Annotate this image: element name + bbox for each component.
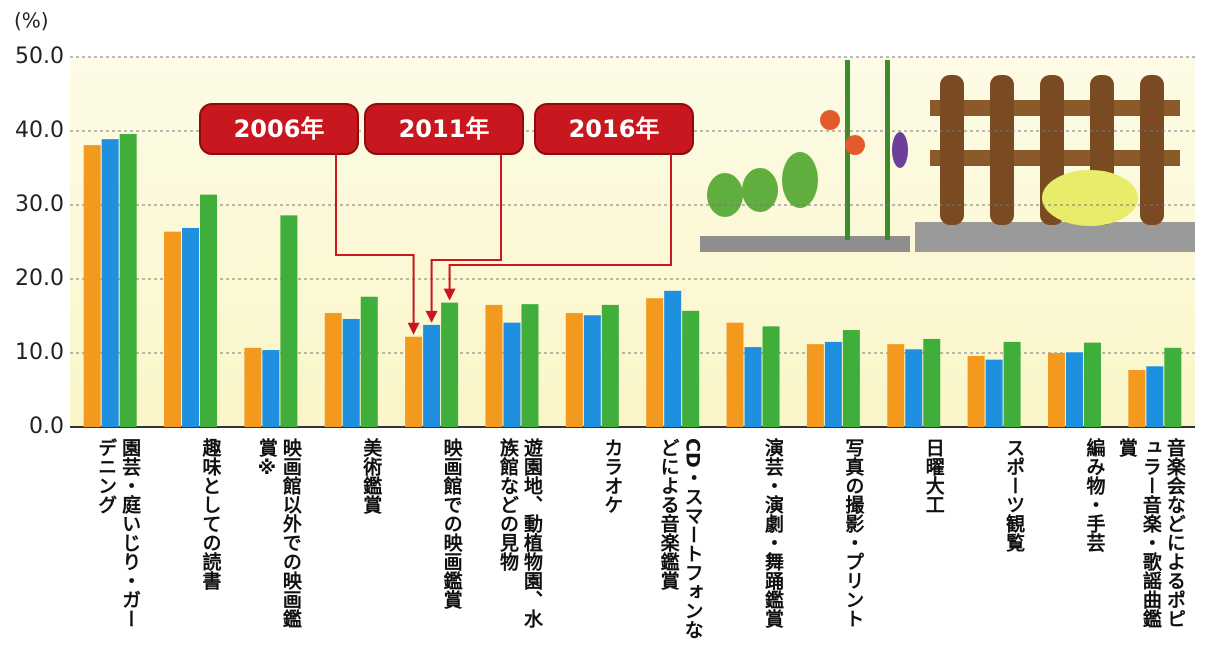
x-tick-label: 遊園地、動植物園、水族館などの見物 [480,438,544,643]
x-tick-label: 園芸・庭いじり・ガーデニング [78,438,142,643]
bar [164,232,181,427]
bar [566,313,583,427]
bar [1048,353,1065,427]
bar [325,313,342,427]
bar [602,305,619,427]
x-tick-label: スポーツ観覧 [962,438,1026,643]
unit-label: (%) [14,9,49,33]
x-tick-label: 写真の撮影・プリント [801,438,865,643]
bar [200,195,217,427]
bar [280,215,297,427]
legend-label: 2016年 [569,115,660,143]
bar [843,330,860,427]
bar [745,347,762,427]
legend-label: 2011年 [399,115,490,143]
bar [584,315,601,427]
bar [84,145,101,427]
y-tick-label: 10.0 [15,340,64,365]
bar [905,349,922,427]
bar [182,228,199,427]
bar [887,344,904,427]
x-tick-label: 趣味としての読書 [159,438,223,643]
y-tick-label: 20.0 [15,266,64,291]
bar [405,337,422,427]
bar [102,139,119,427]
x-tick-label: 音楽会などによるポピュラー音楽・歌謡曲鑑賞 [1123,438,1187,643]
bar [923,339,940,427]
x-tick-label: 映画館以外での映画鑑賞※ [239,438,303,643]
bar [1164,348,1181,427]
page: {"chart_data": {"type": "bar", "unit": "… [0,0,1212,648]
y-tick-label: 0.0 [29,414,64,439]
bar [682,311,699,427]
y-tick-label: 30.0 [15,192,64,217]
y-tick-label: 50.0 [15,44,64,69]
bar [1084,343,1101,427]
bar [807,344,824,427]
bar [664,291,681,427]
bar [825,342,842,427]
bar [646,298,663,427]
bar [361,297,378,427]
x-tick-label: カラオケ [560,438,624,643]
x-tick-label: 日曜大工 [882,438,946,643]
y-tick-label: 40.0 [15,118,64,143]
bar [1128,370,1145,427]
bar [763,326,780,427]
bar [120,134,137,427]
bar [441,303,458,427]
bar [423,325,440,427]
bar [1146,366,1163,427]
bar [503,323,520,427]
bar [343,319,360,427]
legend-label: 2006年 [234,115,325,143]
bar [244,348,261,427]
bar [262,350,279,427]
x-tick-label: 演芸・演劇・舞踊鑑賞 [721,438,785,643]
bar [968,356,985,427]
bar [485,305,502,427]
bar [1004,342,1021,427]
x-tick-label: 編み物・手芸 [1042,438,1106,643]
bar [727,323,744,427]
x-tick-label: 映画館での映画鑑賞 [400,438,464,643]
bar [986,360,1003,427]
bar [521,304,538,427]
x-tick-label: CD・スマートフォンなどによる音楽鑑賞 [641,438,705,643]
bar [1066,352,1083,427]
x-tick-label: 美術鑑賞 [319,438,383,643]
